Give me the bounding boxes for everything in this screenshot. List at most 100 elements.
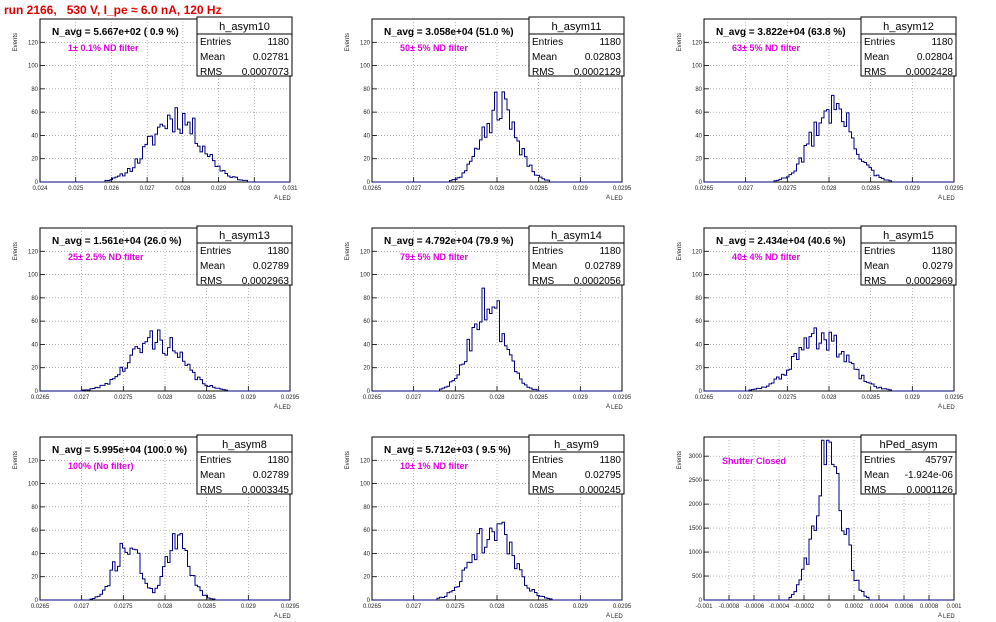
y-tick-label: 100	[28, 482, 39, 488]
stat-value-entries: 1180	[599, 37, 621, 48]
x-tick-label: 0.027	[74, 604, 90, 610]
stat-label-rms: RMS	[864, 276, 887, 287]
y-tick-label: 120	[360, 458, 371, 464]
stat-value-rms: 0.0002969	[906, 276, 954, 287]
stat-box-title: h_asym9	[554, 439, 599, 451]
y-tick-label: 40	[695, 133, 702, 139]
y-tick-label: 20	[363, 366, 370, 372]
histogram-panel-h_asym8: 0.0265 0.027 0.0275 0.028 0.0285 0.029 0.0295 0…	[13, 434, 300, 620]
y-axis-label: Events	[13, 242, 19, 260]
stat-value-rms: 0.000245	[579, 485, 621, 496]
stat-box	[528, 451, 625, 495]
stat-label-mean: Mean	[864, 470, 889, 481]
x-axis-label-subscript: LED	[279, 614, 291, 620]
navg-label: N_avg = 5.712e+03 ( 9.5 %)	[384, 445, 511, 456]
y-tick-label: 80	[695, 87, 702, 93]
x-tick-label: 0.028	[489, 186, 505, 192]
x-tick-label: 0.028	[821, 395, 837, 401]
y-tick-label: 100	[360, 482, 371, 488]
y-tick-label: 3000	[689, 454, 703, 460]
stat-value-entries: 1180	[267, 455, 289, 466]
x-tick-label: 0.0295	[281, 395, 300, 401]
x-axis-label-subscript: LED	[943, 614, 955, 620]
y-tick-label: 0	[367, 389, 371, 395]
stat-value-mean: 0.02789	[585, 261, 622, 272]
histogram-line	[372, 91, 622, 183]
stat-value-mean: 0.02795	[585, 470, 622, 481]
filter-label: 63± 5% ND filter	[732, 43, 800, 53]
x-tick-label: 0.027	[738, 186, 754, 192]
x-axis-label-subscript: LED	[611, 614, 623, 620]
x-tick-label: 0.0285	[529, 604, 548, 610]
stat-value-mean: 0.02804	[917, 52, 954, 63]
y-tick-label: 100	[360, 273, 371, 279]
x-tick-label: 0.0295	[281, 604, 300, 610]
stat-value-entries: 1180	[599, 246, 621, 257]
x-tick-label: 0.0295	[613, 604, 632, 610]
stat-label-entries: Entries	[532, 37, 563, 48]
stat-value-mean: 0.02789	[253, 261, 290, 272]
histogram-line	[40, 329, 290, 392]
filter-label: 25± 2.5% ND filter	[68, 252, 144, 262]
histogram-line	[372, 521, 622, 601]
y-tick-label: 40	[31, 342, 38, 348]
stat-box	[196, 242, 293, 286]
x-tick-label: 0.027	[406, 395, 422, 401]
stat-value-entries: 45797	[925, 455, 953, 466]
x-tick-label: 0.028	[157, 395, 173, 401]
x-tick-label: 0.029	[573, 186, 589, 192]
x-tick-label: 0.029	[211, 186, 227, 192]
stat-value-rms: 0.0002428	[906, 67, 954, 78]
x-tick-label: 0.0275	[778, 395, 797, 401]
x-tick-label: 0.0275	[114, 395, 133, 401]
x-axis-label: A	[274, 404, 278, 410]
x-tick-label: 0.0275	[446, 186, 465, 192]
x-tick-label: 0.0265	[363, 604, 382, 610]
x-tick-label: 0.029	[573, 604, 589, 610]
y-tick-label: 80	[363, 505, 370, 511]
y-tick-label: 100	[692, 64, 703, 70]
histogram-panel-h_asym9: 0.0265 0.027 0.0275 0.028 0.0285 0.029 0.0295 0…	[345, 434, 632, 620]
filter-label: 10± 1% ND filter	[400, 461, 468, 471]
x-tick-label: 0.0006	[895, 604, 914, 610]
histogram-panel-h_asym10: 0.024 0.025 0.026 0.027 0.028 0.029 0.03 0.031 0…	[13, 16, 298, 202]
stat-value-rms: 0.0002963	[242, 276, 290, 287]
histogram-line	[704, 327, 954, 392]
y-axis-label: Events	[13, 451, 19, 469]
x-tick-label: 0.0004	[870, 604, 889, 610]
stat-label-rms: RMS	[532, 485, 555, 496]
x-axis-label: A	[274, 195, 278, 201]
navg-label: N_avg = 3.058e+04 (51.0 %)	[384, 27, 514, 38]
stat-label-mean: Mean	[532, 261, 557, 272]
x-tick-label: 0.027	[406, 604, 422, 610]
stat-value-mean: -1.924e-06	[905, 470, 954, 481]
y-tick-label: 100	[28, 64, 39, 70]
stat-box	[528, 33, 625, 77]
y-tick-label: 80	[363, 296, 370, 302]
x-tick-label: 0.0275	[446, 395, 465, 401]
y-tick-label: 80	[695, 296, 702, 302]
x-axis-label: A	[938, 404, 942, 410]
stat-box-title: hPed_asym	[879, 439, 937, 451]
stat-value-entries: 1180	[267, 246, 289, 257]
stat-label-entries: Entries	[200, 455, 231, 466]
histogram-panel-hPed_asym: -0.001 -0.0008 -0.0006 -0.0004 -0.0002 0 0.000…	[677, 434, 962, 620]
x-tick-label: 0.0285	[529, 186, 548, 192]
x-axis-label: A	[606, 195, 610, 201]
y-tick-label: 0	[699, 389, 703, 395]
y-tick-label: 120	[692, 40, 703, 46]
x-tick-label: 0.024	[32, 186, 48, 192]
y-axis-label: Events	[677, 242, 683, 260]
filter-label: 79± 5% ND filter	[400, 252, 468, 262]
y-tick-label: 80	[363, 87, 370, 93]
x-tick-label: 0.028	[821, 186, 837, 192]
y-tick-label: 120	[692, 249, 703, 255]
x-tick-label: 0.0295	[613, 395, 632, 401]
x-tick-label: 0.0295	[945, 395, 964, 401]
y-tick-label: 120	[360, 249, 371, 255]
y-tick-label: 20	[695, 157, 702, 163]
x-tick-label: 0	[827, 604, 831, 610]
navg-label: N_avg = 2.434e+04 (40.6 %)	[716, 236, 846, 247]
x-axis-label-subscript: LED	[611, 405, 623, 411]
stat-box-title: h_asym15	[883, 230, 934, 242]
